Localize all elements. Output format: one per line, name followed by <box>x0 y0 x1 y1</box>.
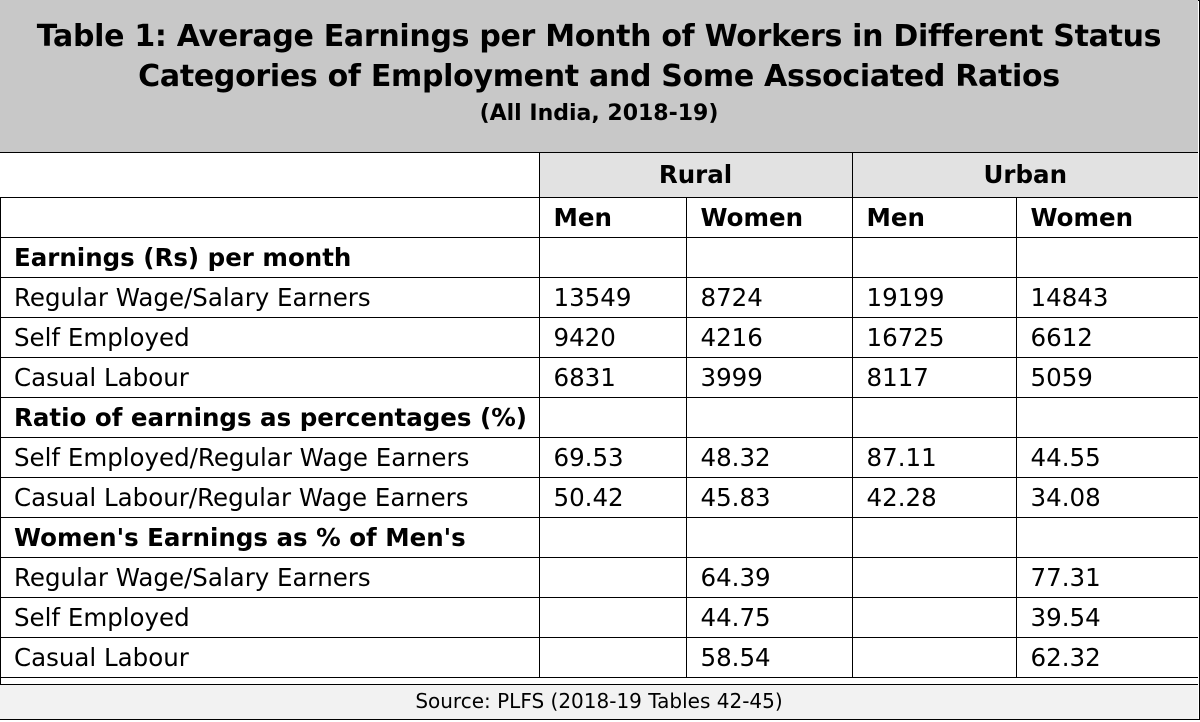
empty-cell <box>685 397 853 438</box>
header-urban-men: Men <box>851 197 1017 238</box>
table-row: Regular Wage/Salary Earners 64.39 77.31 <box>0 557 1199 598</box>
table-row: Casual Labour 58.54 62.32 <box>0 637 1199 678</box>
table-row: Self Employed/Regular Wage Earners 69.53 4… <box>0 437 1199 478</box>
table-title-line-1: Table 1: Average Earnings per Month of W… <box>36 19 1162 54</box>
value-cell <box>851 637 1017 678</box>
value-cell <box>538 637 687 678</box>
row-label: Casual Labour <box>0 357 540 398</box>
empty-cell <box>538 237 687 278</box>
empty-cell <box>851 397 1017 438</box>
header-group-row: Rural Urban <box>0 153 1199 198</box>
empty-cell <box>1015 237 1199 278</box>
header-urban-women: Women <box>1015 197 1199 238</box>
empty-cell <box>1015 517 1199 558</box>
value-cell: 45.83 <box>685 477 853 518</box>
row-label: Regular Wage/Salary Earners <box>0 277 540 318</box>
value-cell: 5059 <box>1015 357 1199 398</box>
empty-cell <box>685 517 853 558</box>
header-urban: Urban <box>851 153 1199 198</box>
source-note: Source: PLFS (2018-19 Tables 42-45) <box>0 684 1198 719</box>
section-header-row: Ratio of earnings as percentages (%) <box>0 397 1199 438</box>
empty-cell <box>685 237 853 278</box>
value-cell: 44.75 <box>685 597 853 638</box>
value-cell: 9420 <box>538 317 687 358</box>
value-cell: 13549 <box>538 277 687 318</box>
value-cell: 77.31 <box>1015 557 1199 598</box>
row-label: Regular Wage/Salary Earners <box>0 557 540 598</box>
value-cell: 39.54 <box>1015 597 1199 638</box>
empty-cell <box>851 237 1017 278</box>
empty-cell <box>538 397 687 438</box>
table-title-line-2: Categories of Employment and Some Associ… <box>138 59 1060 94</box>
value-cell: 8724 <box>685 277 853 318</box>
value-cell: 42.28 <box>851 477 1017 518</box>
table-subtitle: (All India, 2018-19) <box>479 101 719 126</box>
value-cell: 50.42 <box>538 477 687 518</box>
value-cell: 87.11 <box>851 437 1017 478</box>
value-cell: 44.55 <box>1015 437 1199 478</box>
empty-cell <box>851 517 1017 558</box>
value-cell: 48.32 <box>685 437 853 478</box>
value-cell: 8117 <box>851 357 1017 398</box>
value-cell: 6612 <box>1015 317 1199 358</box>
row-label: Casual Labour/Regular Wage Earners <box>0 477 540 518</box>
empty-cell <box>1015 397 1199 438</box>
row-label: Self Employed <box>0 317 540 358</box>
value-cell: 3999 <box>685 357 853 398</box>
empty-cell <box>538 517 687 558</box>
table-body: Rural Urban Men Women Men Women Earnings… <box>0 153 1199 678</box>
value-cell: 69.53 <box>538 437 687 478</box>
section-header-row: Women's Earnings as % of Men's <box>0 517 1199 558</box>
header-rural-men: Men <box>538 197 687 238</box>
row-label: Self Employed/Regular Wage Earners <box>0 437 540 478</box>
value-cell: 14843 <box>1015 277 1199 318</box>
header-sub-blank-cell <box>0 197 540 238</box>
row-label: Self Employed <box>0 597 540 638</box>
table-row: Self Employed 9420 4216 16725 6612 <box>0 317 1199 358</box>
table-row: Casual Labour 6831 3999 8117 5059 <box>0 357 1199 398</box>
value-cell: 62.32 <box>1015 637 1199 678</box>
section-title: Earnings (Rs) per month <box>0 237 540 278</box>
value-cell: 4216 <box>685 317 853 358</box>
table-row: Self Employed 44.75 39.54 <box>0 597 1199 638</box>
section-title: Ratio of earnings as percentages (%) <box>0 397 540 438</box>
table-title-block: Table 1: Average Earnings per Month of W… <box>0 0 1198 153</box>
value-cell: 16725 <box>851 317 1017 358</box>
header-sub-row: Men Women Men Women <box>0 197 1199 238</box>
value-cell <box>851 557 1017 598</box>
table-row: Casual Labour/Regular Wage Earners 50.42 4… <box>0 477 1199 518</box>
value-cell <box>538 557 687 598</box>
row-label: Casual Labour <box>0 637 540 678</box>
value-cell: 64.39 <box>685 557 853 598</box>
earnings-table: Rural Urban Men Women Men Women Earnings… <box>0 153 1199 678</box>
header-rural: Rural <box>538 153 853 198</box>
section-header-row: Earnings (Rs) per month <box>0 237 1199 278</box>
table-row: Regular Wage/Salary Earners 13549 8724 1919… <box>0 277 1199 318</box>
value-cell <box>851 597 1017 638</box>
value-cell: 6831 <box>538 357 687 398</box>
value-cell: 34.08 <box>1015 477 1199 518</box>
value-cell: 58.54 <box>685 637 853 678</box>
value-cell: 19199 <box>851 277 1017 318</box>
section-title: Women's Earnings as % of Men's <box>0 517 540 558</box>
header-blank-cell <box>0 153 540 198</box>
value-cell <box>538 597 687 638</box>
header-rural-women: Women <box>685 197 853 238</box>
